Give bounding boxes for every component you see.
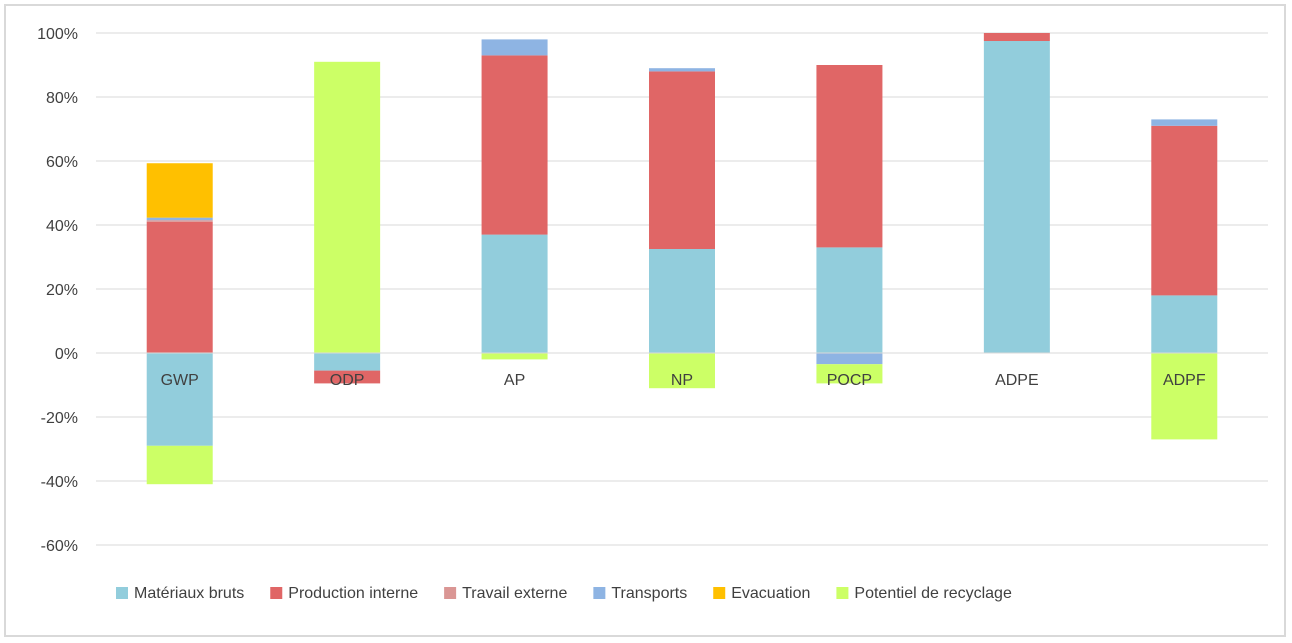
bar-segment: [146, 221, 213, 353]
bar-segment: [1151, 125, 1218, 296]
y-tick-label: 100%: [37, 26, 78, 43]
category-labels: GWP ODP AP NP POCP ADPE ADPF: [161, 372, 1206, 389]
y-tick-label: 0%: [55, 346, 78, 363]
bar-segment: [1151, 119, 1218, 126]
legend-swatch: [270, 587, 283, 599]
bar-segment: [649, 71, 715, 250]
legend-label: Matériaux bruts: [134, 585, 244, 602]
category-label: ADPF: [1163, 372, 1206, 389]
legend-swatch: [836, 587, 849, 599]
bar-segment: [314, 370, 381, 384]
category-label: ADPE: [995, 372, 1039, 389]
bars: [96, 33, 1268, 485]
legend-swatch: [444, 587, 457, 599]
legend-label: Travail externe: [462, 585, 567, 602]
legend-item: Matériaux bruts: [116, 585, 244, 602]
legend-item: Production interne: [270, 585, 418, 602]
category-label: GWP: [161, 372, 199, 389]
bar-segment: [146, 445, 213, 485]
bar-segment: [481, 353, 548, 360]
bar-segment: [314, 61, 381, 354]
legend-label: Production interne: [288, 585, 418, 602]
legend: Matériaux bruts Production interne Travail…: [116, 585, 1012, 602]
bar-segment: [649, 68, 715, 72]
bar-segment: [146, 217, 213, 221]
y-tick-label: -60%: [41, 538, 78, 555]
legend-label: Evacuation: [731, 585, 810, 602]
bar-segment: [146, 220, 213, 222]
bar-segment: [314, 353, 381, 371]
legend-swatch: [593, 587, 606, 599]
category-label: NP: [671, 372, 693, 389]
bar-segment: [983, 33, 1050, 41]
category-label: AP: [504, 372, 525, 389]
bar-segment: [146, 163, 213, 218]
stacked-bar-chart: -60% -40% -20% 0% 20% 40% 60% 80% 100% GWP ODP AP N…: [37, 26, 1268, 602]
bar-segment: [481, 234, 548, 353]
y-tick-label: 80%: [46, 90, 78, 107]
bar-segment: [816, 247, 883, 353]
y-tick-label: -40%: [41, 474, 78, 491]
bar-segment: [1151, 295, 1218, 353]
bar-segment: [1151, 353, 1218, 440]
bar-segment: [481, 55, 548, 235]
bar-segment: [481, 39, 548, 56]
y-tick-label: 40%: [46, 218, 78, 235]
bar-segment: [649, 353, 715, 389]
legend-item: Travail externe: [444, 585, 567, 602]
legend-swatch: [116, 587, 128, 599]
legend-item: Potentiel de recyclage: [836, 585, 1012, 602]
bar-segment: [983, 41, 1050, 353]
legend-item: Evacuation: [713, 585, 810, 602]
y-axis-tick-labels: -60% -40% -20% 0% 20% 40% 60% 80% 100%: [37, 26, 78, 555]
category-label: POCP: [827, 372, 872, 389]
bar-segment: [649, 249, 715, 353]
legend-swatch: [713, 587, 726, 599]
legend-label: Transports: [611, 585, 687, 602]
bar-segment: [816, 65, 883, 248]
legend-item: Transports: [593, 585, 687, 602]
y-tick-label: 20%: [46, 282, 78, 299]
bar-segment: [146, 353, 213, 446]
legend-label: Potentiel de recyclage: [854, 585, 1012, 602]
chart-frame: -60% -40% -20% 0% 20% 40% 60% 80% 100% GWP ODP AP N…: [4, 4, 1286, 637]
y-tick-label: 60%: [46, 154, 78, 171]
y-tick-label: -20%: [41, 410, 78, 427]
bar-segment: [816, 364, 883, 384]
category-label: ODP: [330, 372, 365, 389]
bar-segment: [816, 353, 883, 365]
